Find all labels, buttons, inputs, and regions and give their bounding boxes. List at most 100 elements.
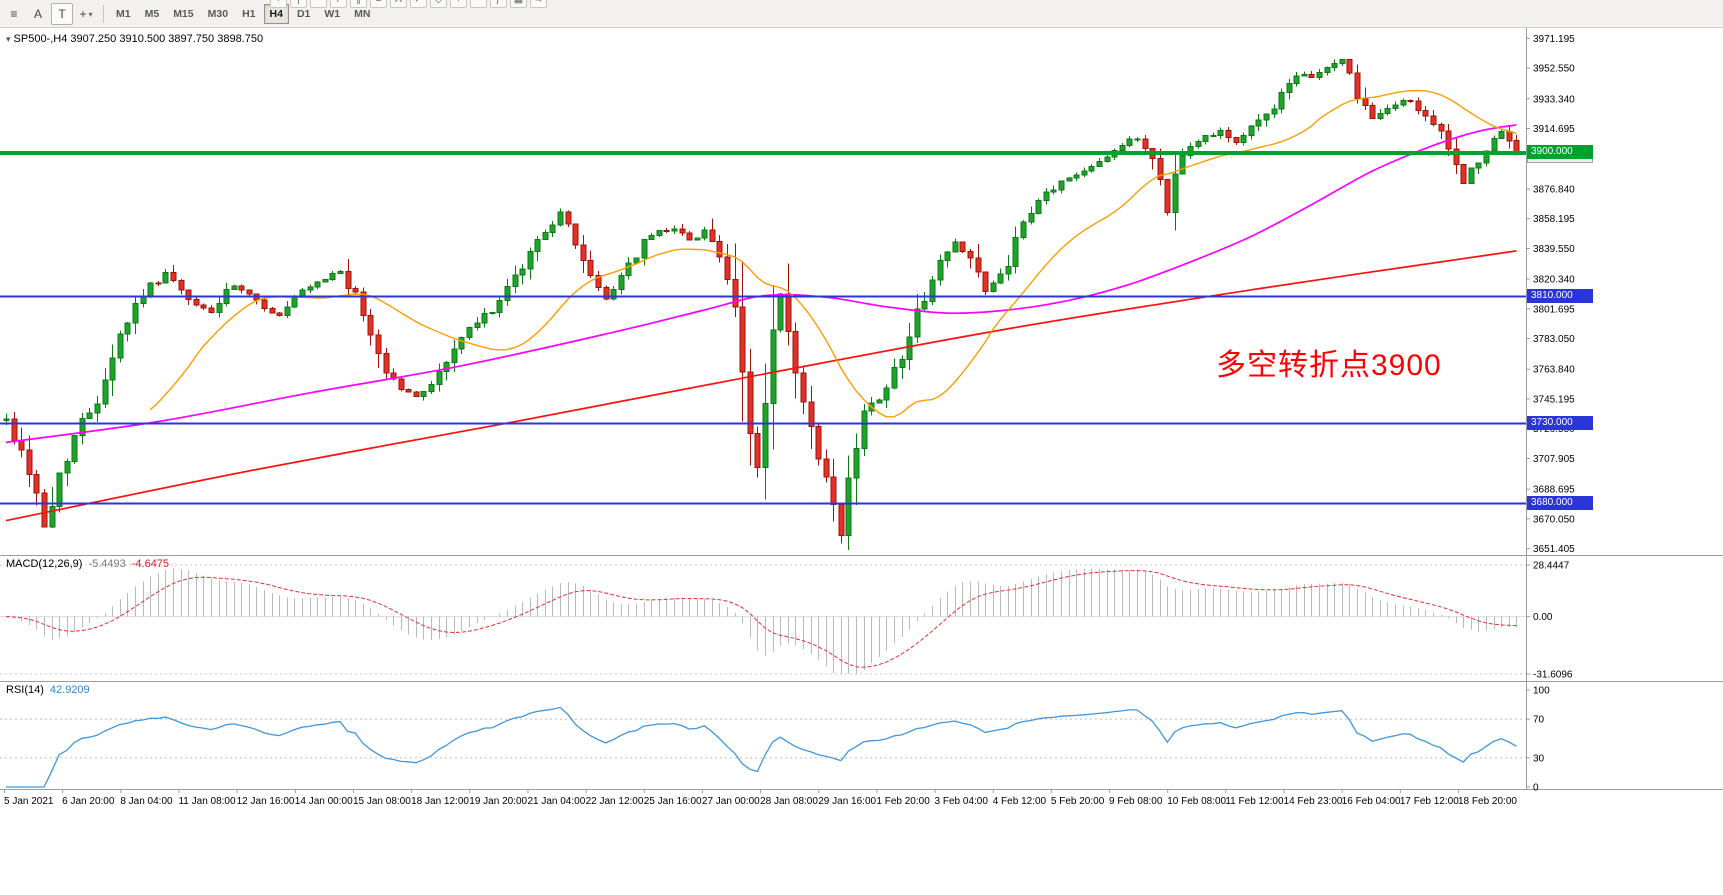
text-icon[interactable]: A — [390, 0, 407, 8]
svg-text:70: 70 — [1533, 715, 1545, 726]
svg-text:11 Feb 12:00: 11 Feb 12:00 — [1225, 796, 1284, 807]
timeframe-m30-button[interactable]: M30 — [207, 8, 229, 20]
timeframe-mn-button[interactable]: MN — [354, 8, 371, 20]
shapes-icon[interactable]: ◇ — [430, 0, 447, 8]
svg-text:9 Feb 08:00: 9 Feb 08:00 — [1109, 796, 1163, 807]
zoom-in-icon[interactable]: + — [450, 0, 467, 8]
svg-text:3858.195: 3858.195 — [1533, 214, 1575, 225]
ma-slow-red-line — [5, 250, 1517, 522]
svg-text:17 Feb 12:00: 17 Feb 12:00 — [1400, 796, 1459, 807]
arrow-icon[interactable]: ↗ — [410, 0, 427, 8]
charts-menu-icon[interactable]: ≡ — [10, 7, 18, 21]
svg-text:15 Jan 08:00: 15 Jan 08:00 — [353, 796, 411, 807]
svg-text:3971.195: 3971.195 — [1533, 34, 1575, 45]
svg-text:29 Jan 16:00: 29 Jan 16:00 — [818, 796, 876, 807]
chart-title: ▾ SP500-,H4 3907.250 3910.500 3897.750 38… — [6, 33, 263, 45]
svg-text:6 Jan 20:00: 6 Jan 20:00 — [62, 796, 115, 807]
level-badge-3730: 3730.000 — [1527, 416, 1593, 431]
macd-signal-value: -4.6475 — [131, 558, 170, 570]
svg-text:21 Jan 04:00: 21 Jan 04:00 — [527, 796, 585, 807]
main-chart-panel[interactable] — [0, 28, 1526, 555]
channel-icon[interactable]: ∥ — [350, 0, 367, 8]
indicators-icon[interactable]: ƒ — [490, 0, 507, 8]
fibonacci-icon[interactable]: ≡ — [370, 0, 387, 8]
timeframe-h4-button[interactable]: H4 — [263, 4, 289, 24]
svg-text:5 Feb 20:00: 5 Feb 20:00 — [1051, 796, 1105, 807]
rsi-line — [6, 706, 1517, 788]
time-axis-labels: 5 Jan 2021 6 Jan 20:00 8 Jan 04:00 11 Jan 0… — [4, 789, 1517, 807]
moving-averages — [5, 89, 1517, 522]
svg-text:18 Jan 12:00: 18 Jan 12:00 — [411, 796, 469, 807]
svg-text:3745.195: 3745.195 — [1533, 394, 1575, 405]
timeframe-w1-button[interactable]: W1 — [324, 8, 341, 20]
chart-shift-icon[interactable]: → — [530, 0, 547, 8]
timeframe-d1-button[interactable]: D1 — [296, 8, 311, 20]
horizontal-line-icon[interactable]: — — [310, 0, 327, 8]
svg-text:16 Feb 04:00: 16 Feb 04:00 — [1342, 796, 1401, 807]
svg-text:-31.6096: -31.6096 — [1533, 670, 1573, 681]
text-label-button[interactable]: T — [51, 3, 73, 25]
svg-text:3707.905: 3707.905 — [1533, 454, 1575, 465]
level-badge-3680: 3680.000 — [1527, 496, 1593, 510]
macd-name: MACD(12,26,9) — [6, 558, 83, 570]
svg-text:11 Jan 08:00: 11 Jan 08:00 — [178, 796, 236, 807]
horizontal-price-levels[interactable] — [0, 151, 1526, 505]
svg-text:3670.050: 3670.050 — [1533, 514, 1575, 525]
svg-text:28 Jan 08:00: 28 Jan 08:00 — [760, 796, 818, 807]
panel-frame — [0, 28, 1723, 790]
svg-text:0.00: 0.00 — [1533, 612, 1553, 623]
svg-text:3839.550: 3839.550 — [1533, 244, 1575, 255]
price-axis[interactable] — [1526, 28, 1723, 789]
templates-icon[interactable]: ▦ — [510, 0, 527, 8]
annotate-text-button[interactable]: A — [33, 7, 42, 21]
ma-mid-magenta-line — [5, 124, 1517, 444]
svg-text:18 Feb 20:00: 18 Feb 20:00 — [1458, 796, 1517, 807]
macd-axis-labels: 28.4447 0.00 -31.6096 — [1526, 561, 1573, 681]
timeframe-m15-button[interactable]: M15 — [173, 8, 194, 20]
svg-text:30: 30 — [1533, 753, 1545, 764]
crosshair-icon[interactable]: + — [270, 0, 287, 8]
indicator-level-lines — [0, 564, 1526, 759]
svg-text:3952.550: 3952.550 — [1533, 64, 1575, 75]
rsi-panel[interactable] — [0, 681, 1526, 789]
svg-text:10 Feb 08:00: 10 Feb 08:00 — [1167, 796, 1226, 807]
rsi-value: 42.9209 — [49, 684, 90, 696]
chart-collapse-icon[interactable]: ▾ — [6, 34, 11, 44]
toolbar-tool-icons: +|—/∥≡A↗◇+−ƒ▦→ — [270, 0, 547, 8]
vertical-line-icon[interactable]: | — [290, 0, 307, 8]
rsi-indicator-label: RSI(14) 42.9209 — [6, 684, 90, 696]
svg-text:3651.405: 3651.405 — [1533, 544, 1575, 555]
svg-text:3 Feb 04:00: 3 Feb 04:00 — [935, 796, 989, 807]
macd-histogram — [14, 568, 1517, 674]
trendline-icon[interactable]: / — [330, 0, 347, 8]
svg-text:25 Jan 16:00: 25 Jan 16:00 — [644, 796, 702, 807]
timeframe-m5-button[interactable]: M5 — [144, 8, 160, 20]
zoom-out-icon[interactable]: − — [470, 0, 487, 8]
svg-text:19 Jan 20:00: 19 Jan 20:00 — [469, 796, 527, 807]
ohlc-values: 3907.250 3910.500 3897.750 3898.750 — [70, 33, 264, 45]
svg-text:8 Jan 04:00: 8 Jan 04:00 — [120, 796, 173, 807]
timeframe-m1-button[interactable]: M1 — [116, 8, 131, 20]
crosshair-tool-button[interactable]: + ▾ — [79, 7, 93, 21]
timeframe-h1-button[interactable]: H1 — [242, 8, 256, 20]
svg-text:0: 0 — [1533, 783, 1539, 794]
macd-signal-line — [5, 570, 1517, 668]
svg-text:12 Jan 16:00: 12 Jan 16:00 — [237, 796, 295, 807]
symbol-period-label: SP500-,H4 — [13, 33, 68, 45]
price-annotation-text: 多空转折点3900 — [1216, 349, 1442, 382]
svg-text:3914.695: 3914.695 — [1533, 124, 1575, 135]
svg-text:1 Feb 20:00: 1 Feb 20:00 — [876, 796, 930, 807]
svg-text:28.4447: 28.4447 — [1533, 561, 1570, 572]
toolbar-separator — [103, 5, 104, 23]
time-axis[interactable] — [0, 789, 1526, 815]
svg-text:3801.695: 3801.695 — [1533, 304, 1575, 315]
svg-text:3876.840: 3876.840 — [1533, 184, 1575, 195]
level-badge-3810: 3810.000 — [1527, 288, 1593, 303]
svg-text:14 Jan 00:00: 14 Jan 00:00 — [295, 796, 353, 807]
toolbar-main-group: ≡ A T + ▾ M1 M5 M15 M30 H1 H4 D1 W1 MN — [3, 3, 376, 25]
svg-text:3783.050: 3783.050 — [1533, 334, 1575, 345]
macd-panel[interactable] — [0, 555, 1526, 681]
ma-fast-orange-line — [149, 89, 1517, 418]
